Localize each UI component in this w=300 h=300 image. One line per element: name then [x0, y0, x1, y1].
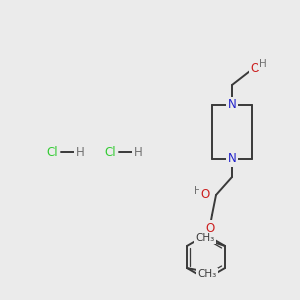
- Text: O: O: [250, 62, 260, 76]
- Text: CH₃: CH₃: [197, 269, 217, 279]
- Text: O: O: [206, 221, 214, 235]
- Text: Cl: Cl: [104, 146, 116, 158]
- Text: N: N: [228, 98, 236, 112]
- Text: H: H: [259, 59, 267, 69]
- Text: H: H: [76, 146, 84, 158]
- Text: O: O: [200, 188, 210, 200]
- Text: H: H: [134, 146, 142, 158]
- Text: H: H: [194, 186, 202, 196]
- Text: Cl: Cl: [46, 146, 58, 158]
- Text: N: N: [228, 152, 236, 166]
- Text: CH₃: CH₃: [195, 233, 215, 243]
